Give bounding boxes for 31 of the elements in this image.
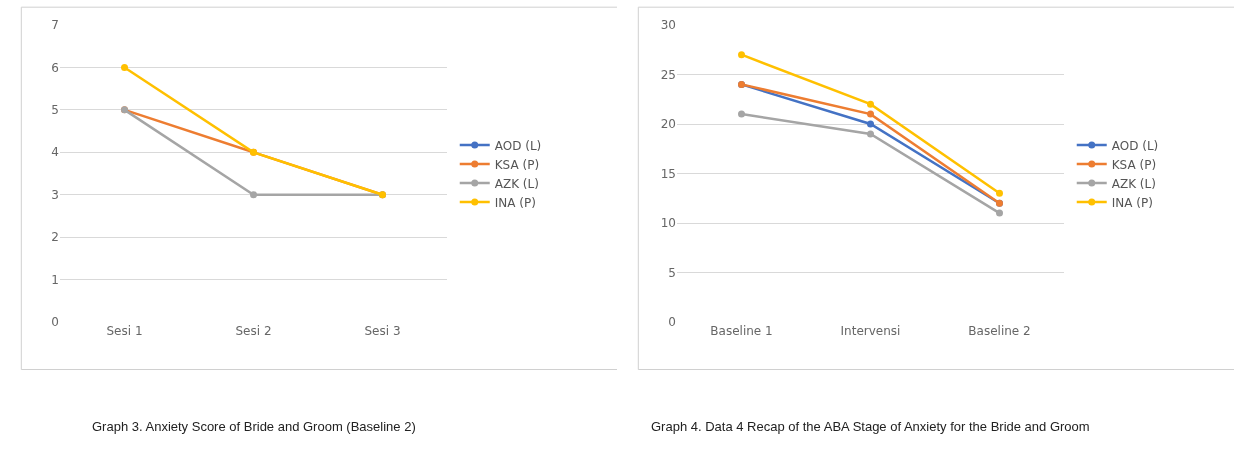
y-tick-label: 1 <box>51 272 59 287</box>
legend-label: AOD (L) <box>494 138 542 153</box>
y-tick-label: 2 <box>51 230 59 245</box>
y-tick-label: 30 <box>660 18 676 33</box>
caption: Graph 3. Anxiety Score of Bride and Groom (Baseline 2) <box>92 419 416 434</box>
legend-label: AOD (L) <box>1111 138 1159 153</box>
legend-label: KSA (P) <box>494 157 540 172</box>
y-tick-label: 15 <box>660 166 676 181</box>
y-tick-label: 4 <box>51 145 59 160</box>
y-tick-label: 5 <box>51 103 59 118</box>
y-tick-label: 25 <box>660 67 676 82</box>
caption: Graph 4. Data 4 Recap of the ABA Stage of Anxiety for the Bride and Groom <box>651 419 1090 434</box>
legend-label: INA (P) <box>1111 195 1153 210</box>
y-tick-label: 3 <box>51 187 59 202</box>
y-tick-label: 10 <box>660 216 676 231</box>
y-tick-label: 7 <box>51 18 59 33</box>
y-tick-label: 6 <box>51 60 59 75</box>
x-tick-label: Baseline 2 <box>968 324 1031 338</box>
y-tick-label: 0 <box>668 315 676 330</box>
y-tick-label: 5 <box>668 265 676 280</box>
legend-label: KSA (P) <box>1111 157 1157 172</box>
x-tick-label: Sesi 1 <box>106 324 143 338</box>
x-tick-label: Sesi 2 <box>235 324 272 338</box>
x-tick-label: Baseline 1 <box>710 324 773 338</box>
x-tick-label: Sesi 3 <box>364 324 401 338</box>
legend-label: AZK (L) <box>1111 176 1156 191</box>
legend-label: AZK (L) <box>494 176 539 191</box>
y-tick-label: 0 <box>51 315 59 330</box>
x-tick-label: Intervensi <box>840 324 901 338</box>
legend-label: INA (P) <box>494 195 536 210</box>
y-tick-label: 20 <box>660 117 676 132</box>
